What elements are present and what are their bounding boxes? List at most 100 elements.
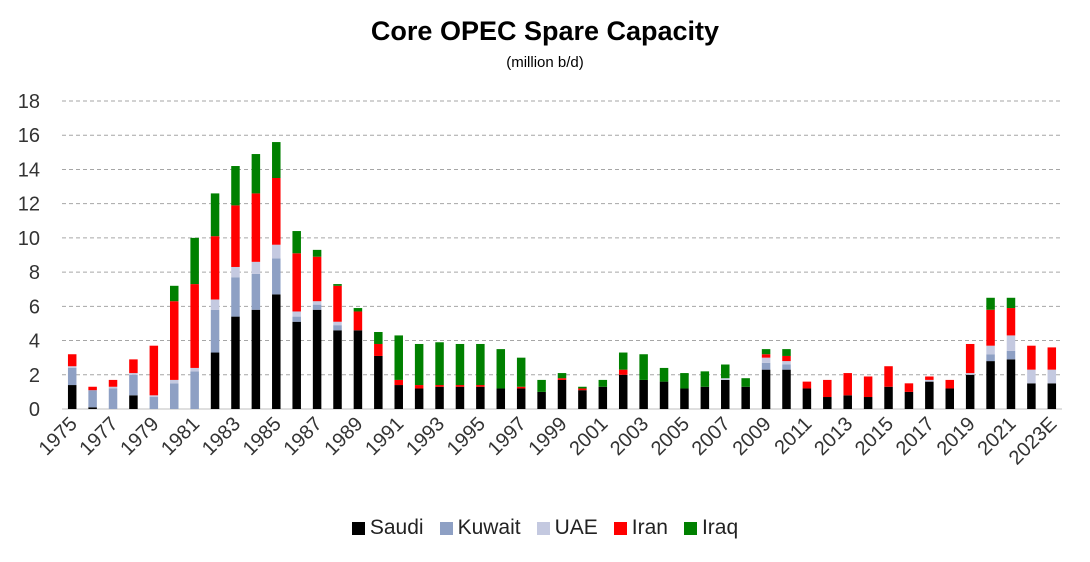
bar-saudi xyxy=(578,390,587,409)
bar-saudi xyxy=(659,381,669,409)
y-tick-label: 16 xyxy=(18,125,40,147)
bar-uae xyxy=(210,299,220,310)
x-tick-label: 1987 xyxy=(280,413,327,460)
bar-saudi xyxy=(598,386,608,409)
legend-swatch xyxy=(439,521,453,535)
bar-kuwait xyxy=(272,258,281,295)
bar-saudi xyxy=(231,316,240,409)
x-tick-label: 1999 xyxy=(525,413,572,460)
bar-iran xyxy=(516,386,526,389)
bar-saudi xyxy=(210,352,220,409)
bar-saudi xyxy=(741,386,750,409)
bar-saudi xyxy=(1006,359,1016,409)
bar-saudi xyxy=(292,321,301,409)
x-tick-label: 2019 xyxy=(933,413,980,460)
bar-uae xyxy=(761,357,771,363)
bar-iran xyxy=(149,345,159,396)
legend-item-iraq: Iraq xyxy=(683,516,738,540)
bar-kuwait xyxy=(169,383,179,409)
bar-saudi xyxy=(884,386,893,409)
bar-iran xyxy=(618,369,628,375)
legend-swatch xyxy=(536,521,550,535)
chart-title: Core OPEC Spare Capacity xyxy=(370,16,720,46)
bar-iraq xyxy=(659,367,669,382)
bar-iraq xyxy=(578,386,587,389)
bar-iraq xyxy=(1006,297,1016,309)
bar-iraq xyxy=(516,357,526,387)
bar-kuwait xyxy=(129,374,138,396)
x-tick-label: 2001 xyxy=(565,413,612,460)
bar-iraq xyxy=(272,142,281,178)
bar-saudi xyxy=(843,395,852,409)
bar-iran xyxy=(1006,308,1016,336)
bar-saudi xyxy=(67,385,77,409)
x-tick-label: 2015 xyxy=(851,413,898,460)
bar-iran xyxy=(578,388,587,391)
bar-iran xyxy=(843,373,852,396)
bar-saudi xyxy=(680,388,689,409)
bar-uae xyxy=(272,244,281,259)
x-tick-label: 2005 xyxy=(647,413,694,460)
bar-uae xyxy=(782,361,791,365)
bar-kuwait xyxy=(782,364,791,370)
bar-uae xyxy=(251,261,261,274)
legend-label: UAE xyxy=(554,516,598,539)
bar-saudi xyxy=(435,386,444,409)
bar-iran xyxy=(945,379,955,389)
bar-iran xyxy=(88,386,97,391)
bar-iraq xyxy=(374,332,383,344)
chart-subtitle: (million b/d) xyxy=(506,54,584,71)
bar-iraq xyxy=(292,231,301,254)
bar-saudi xyxy=(823,397,832,409)
x-tick-label: 2011 xyxy=(770,413,816,459)
legend-swatch xyxy=(683,521,697,535)
bar-uae xyxy=(312,301,322,305)
y-tick-label: 14 xyxy=(18,159,40,181)
y-tick-label: 2 xyxy=(29,365,40,387)
x-tick-label: 1979 xyxy=(116,413,163,460)
bar-iraq xyxy=(557,373,567,379)
bar-iraq xyxy=(333,284,342,286)
bar-iran xyxy=(210,236,220,300)
bar-uae xyxy=(292,311,301,317)
x-tick-label: 2007 xyxy=(688,413,735,460)
x-tick-label: 1975 xyxy=(35,413,82,460)
bar-iraq xyxy=(231,166,240,206)
bar-iran xyxy=(802,381,812,389)
bar-iran xyxy=(925,376,934,380)
bar-saudi xyxy=(476,386,485,409)
bar-saudi xyxy=(455,386,465,409)
x-tick-label: 2017 xyxy=(892,413,939,460)
bar-kuwait xyxy=(312,304,322,310)
x-tick-label: 1995 xyxy=(443,413,490,460)
bar-iran xyxy=(67,354,77,367)
bar-kuwait xyxy=(190,371,199,409)
x-tick-label: 1981 xyxy=(157,413,204,460)
bar-iran xyxy=(557,378,567,380)
bar-kuwait xyxy=(108,388,118,409)
bar-iraq xyxy=(782,349,791,356)
bar-kuwait xyxy=(333,325,342,331)
bar-iran xyxy=(435,385,444,387)
y-tick-label: 12 xyxy=(18,194,40,216)
bar-iran xyxy=(986,309,995,346)
x-tick-label: 1989 xyxy=(320,413,367,460)
bar-kuwait xyxy=(67,367,77,386)
x-tick-label: 1985 xyxy=(239,413,286,460)
bar-iran xyxy=(823,379,832,398)
bar-iraq xyxy=(618,352,628,370)
bar-uae xyxy=(965,373,975,375)
bar-kuwait xyxy=(761,362,771,370)
bar-iran xyxy=(190,284,199,368)
bar-iraq xyxy=(190,237,199,285)
bar-iran xyxy=(1027,345,1036,370)
bar-iraq xyxy=(537,379,546,392)
bar-kuwait xyxy=(88,390,97,408)
bar-saudi xyxy=(986,361,995,409)
bar-saudi xyxy=(88,407,97,409)
bar-saudi xyxy=(374,355,383,409)
bar-saudi xyxy=(251,309,261,409)
bar-saudi xyxy=(945,388,955,409)
bar-iran xyxy=(965,343,975,374)
